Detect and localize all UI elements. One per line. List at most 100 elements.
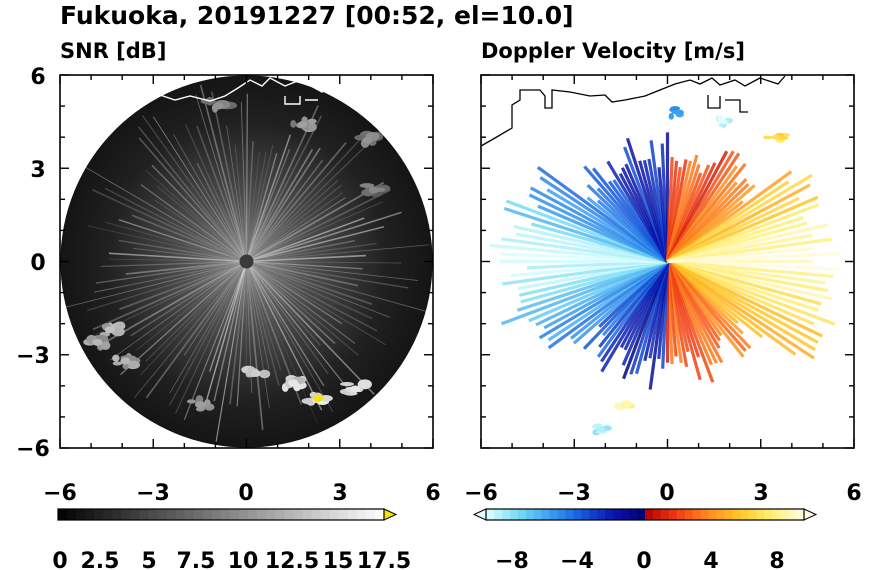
snr-clutter-ray (195, 94, 247, 262)
snr-clutter-ray (65, 261, 247, 308)
snr-echo (368, 186, 379, 194)
snr-clutter-ray (120, 261, 247, 376)
snr-clutter-ray (125, 260, 247, 275)
doppler-colorbar-segment (613, 509, 622, 520)
snr-clutter-ray (245, 260, 375, 395)
snr-clutter-ray (108, 252, 247, 263)
snr-echo (312, 394, 323, 402)
snr-echo-blob (290, 120, 297, 128)
doppler-colorbar-segment (573, 509, 582, 520)
snr-clutter-ray (108, 258, 247, 262)
snr-clutter-ray (246, 226, 385, 263)
doppler-colorbar-segment (517, 509, 527, 520)
snr-colorbar-frame (57, 508, 385, 521)
snr-clutter-ray (246, 136, 363, 262)
snr-echo-blob (204, 399, 211, 406)
snr-colorbar-segment (221, 509, 231, 520)
x-tick-label: 3 (753, 481, 768, 506)
snr-colorbar-extend-max (383, 508, 398, 521)
snr-clutter-ray (119, 260, 247, 311)
snr-clutter-ray (245, 147, 321, 262)
doppler-colorbar-segment (780, 509, 789, 520)
snr-echo-blob (100, 341, 111, 350)
doppler-colorbar-segment (549, 509, 558, 520)
snr-echo (250, 369, 261, 377)
snr-colorbar-segment (112, 509, 122, 520)
doppler-colorbar-segment (486, 509, 495, 520)
snr-colorbar-tick: 10 (228, 549, 259, 570)
snr-clutter-ray (105, 221, 247, 263)
doppler-colorbar-segment (788, 509, 797, 520)
doppler-colorbar-segment (637, 509, 646, 520)
snr-clutter-ray (196, 162, 248, 262)
snr-colorbar-segment (257, 509, 267, 520)
doppler-colorbar-segment (629, 509, 638, 520)
snr-clutter-ray (246, 242, 377, 263)
snr-clutter-ray (246, 180, 338, 262)
doppler-colorbar-tick: −4 (560, 549, 594, 570)
snr-clutter-ray (246, 151, 260, 262)
snr-colorbar-segment (320, 509, 331, 520)
snr-clutter-ray (245, 261, 264, 430)
snr-echo (297, 121, 308, 129)
doppler-echo (598, 426, 607, 432)
x-tick-label: 0 (238, 481, 253, 506)
doppler-colorbar-segment (509, 509, 519, 520)
snr-colorbar-segment (202, 509, 213, 520)
doppler-coastline (481, 75, 786, 147)
doppler-colorbar-segment (621, 509, 630, 520)
snr-clutter-ray (246, 261, 350, 391)
snr-colorbar-segment (239, 509, 249, 520)
doppler-axis-ticks (480, 74, 855, 449)
snr-clutter-ray (211, 91, 248, 262)
snr-colorbar-tick: 7.5 (177, 549, 216, 570)
snr-clutter-ray (138, 137, 248, 262)
snr-clutter-ray (245, 140, 254, 262)
snr-colorbar-tick: 5 (141, 549, 156, 570)
snr-clutter-ray (246, 152, 267, 262)
snr-colorbar-segment (211, 509, 222, 520)
doppler-colorbar-segment (724, 509, 733, 520)
snr-echo (120, 357, 131, 365)
snr-clutter-ray (245, 261, 323, 411)
snr-plot (60, 75, 433, 448)
snr-clutter-ray (229, 261, 248, 405)
snr-colorbar-tick: 17.5 (357, 549, 411, 570)
snr-clutter-ray (154, 199, 247, 262)
snr-clutter-ray (246, 260, 363, 270)
y-tick-label: −3 (16, 344, 50, 369)
doppler-rays (489, 132, 842, 390)
snr-clutter-ray (87, 225, 247, 262)
doppler-colorbar-segment (708, 509, 717, 520)
snr-clutter-ray (152, 116, 247, 262)
snr-clutter-ray (118, 219, 247, 263)
snr-clutter-ray (156, 185, 247, 262)
doppler-ray (667, 252, 842, 264)
snr-clutter-ray (245, 261, 325, 387)
snr-clutter-ray (138, 126, 248, 262)
doppler-colorbar-extend-min (472, 508, 487, 521)
snr-colorbar-segment (130, 509, 140, 520)
snr-clutter-ray (245, 134, 292, 262)
x-tick-label: 6 (846, 481, 861, 506)
doppler-colorbar-segment (541, 509, 550, 520)
doppler-panel-title: Doppler Velocity [m/s] (481, 39, 745, 63)
snr-clutter-ray (246, 217, 365, 263)
snr-clutter-ray (95, 260, 247, 284)
snr-clutter-ray (245, 148, 291, 262)
snr-echo-blob (307, 118, 317, 124)
snr-colorbar-segment (157, 509, 168, 520)
y-tick-label: 6 (30, 65, 45, 90)
doppler-colorbar-segment (796, 509, 805, 520)
snr-clutter-ray (145, 261, 247, 362)
snr-clutter-ray (133, 247, 247, 262)
doppler-echo-blob (762, 135, 773, 140)
snr-clutter-ray (169, 261, 248, 406)
doppler-colorbar-segment (557, 509, 566, 520)
snr-colorbar-segment (284, 509, 294, 520)
snr-colorbar-segment (139, 509, 149, 520)
snr-colorbar-segment (338, 509, 349, 520)
snr-echo-blob (354, 134, 366, 141)
snr-clutter-ray (245, 93, 248, 262)
doppler-colorbar-segment (732, 509, 741, 520)
